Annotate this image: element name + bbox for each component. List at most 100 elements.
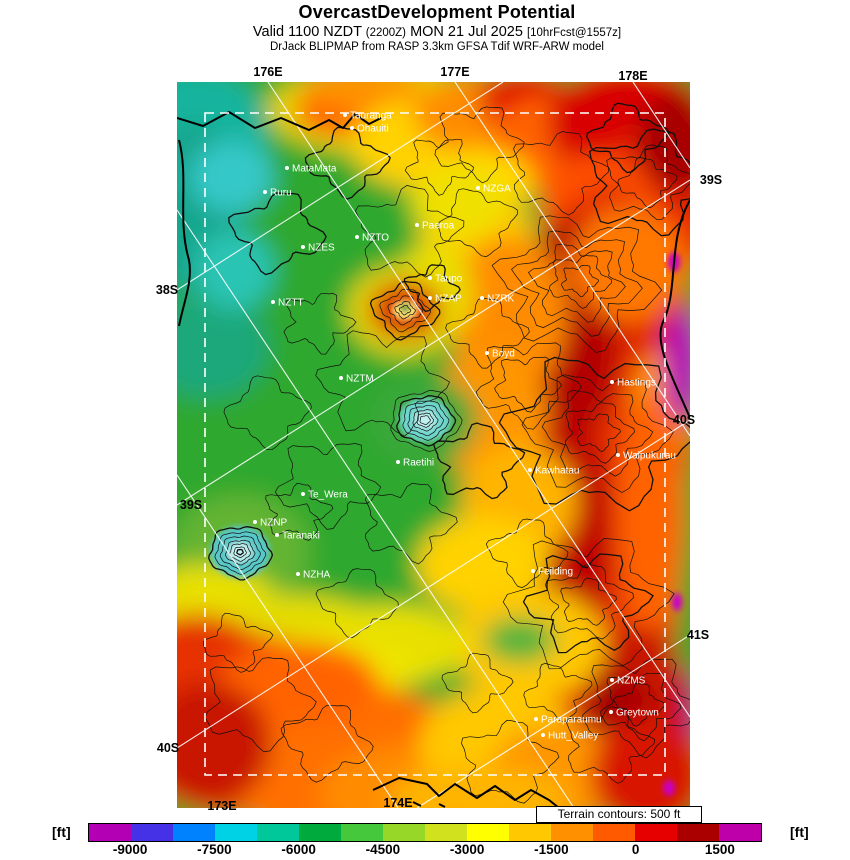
coastline — [177, 111, 690, 808]
colorbar-segment — [173, 824, 215, 841]
station-marker — [355, 235, 359, 239]
colorbar-segment — [551, 824, 593, 841]
station-label: NZHA — [303, 570, 331, 581]
station-label: Tauranga — [350, 111, 392, 122]
station-marker — [301, 492, 305, 496]
colorbar-segment — [425, 824, 467, 841]
station-label: Greytown — [616, 708, 659, 719]
station-label: NZAP — [435, 294, 462, 305]
station-marker — [275, 533, 279, 537]
colorbar-tick: -6000 — [281, 842, 316, 857]
colorbar-segment — [89, 824, 131, 841]
station-label: NZES — [308, 243, 335, 254]
station-marker — [296, 572, 300, 576]
station-label: Waipukurau — [623, 451, 676, 462]
station-label: MataMata — [292, 164, 337, 175]
station-label: NZNP — [260, 518, 288, 529]
colorbar-segment — [509, 824, 551, 841]
map-field — [177, 82, 690, 808]
axis-label-178E: 178E — [618, 69, 648, 83]
station-label: NZTT — [278, 298, 304, 309]
valid-prefix: Valid 1100 NZDT — [252, 24, 362, 40]
terrain-note: Terrain contours: 500 ft — [536, 806, 702, 823]
station-marker — [396, 460, 400, 464]
station-marker — [253, 520, 257, 524]
station-marker — [616, 453, 620, 457]
valid-time-line: Valid 1100 NZDT (2200Z) MON 21 Jul 2025 … — [24, 24, 850, 40]
station-label: Te_Wera — [308, 490, 348, 501]
station-marker — [541, 733, 545, 737]
colorbar-unit-right: [ft] — [790, 824, 809, 840]
station-marker — [485, 351, 489, 355]
station-marker — [339, 376, 343, 380]
station-marker — [476, 186, 480, 190]
station-label: Paeroa — [422, 221, 455, 232]
colorbar-tick: -3000 — [449, 842, 485, 857]
station-marker — [428, 276, 432, 280]
station-marker — [610, 678, 614, 682]
station-label: Paraparaumu — [541, 715, 602, 726]
axis-label-39S: 39S — [699, 173, 723, 187]
station-label: Ruru — [270, 188, 292, 199]
axis-label-176E: 176E — [253, 65, 283, 79]
model-domain-boundary — [204, 112, 666, 776]
station-label: NZTO — [362, 233, 389, 244]
station-marker — [428, 296, 432, 300]
colorbar-tick: 0 — [631, 842, 640, 857]
colorbar-segment — [257, 824, 299, 841]
axis-label-174E: 174E — [383, 796, 413, 810]
colorbar-segment — [341, 824, 383, 841]
colorbar-tick: -4500 — [365, 842, 401, 857]
axis-label-41S: 41S — [686, 628, 710, 642]
axis-label-177E: 177E — [440, 65, 470, 79]
station-label: Hutt_Valley — [548, 731, 598, 742]
station-label: NZGA — [483, 184, 511, 195]
station-marker — [343, 113, 347, 117]
station-label: Kawhatau — [535, 466, 579, 477]
colorbar — [88, 823, 762, 842]
colorbar-segment — [383, 824, 425, 841]
station-label: Feilding — [538, 567, 573, 578]
colorbar-segment — [131, 824, 173, 841]
colorbar-segment — [299, 824, 341, 841]
station-marker — [531, 569, 535, 573]
stations: Tauranga Ohauiti MataMata Ruru NZGA Paeroa NZT… — [253, 111, 676, 742]
terrain-contours — [202, 102, 690, 804]
colorbar-segment — [719, 824, 761, 841]
axis-label-39S: 39S — [179, 498, 203, 512]
station-marker — [609, 710, 613, 714]
page-title: OvercastDevelopment Potential — [298, 2, 576, 22]
colorbar-unit-left: [ft] — [52, 824, 71, 840]
station-marker — [350, 126, 354, 130]
header: OvercastDevelopment Potential Valid 1100… — [24, 2, 850, 53]
station-label: NZRK — [487, 294, 515, 305]
station-label: Raetihi — [403, 458, 434, 469]
station-label: Ohauiti — [357, 124, 389, 135]
station-marker — [480, 296, 484, 300]
station-marker — [610, 380, 614, 384]
valid-date: MON 21 Jul 2025 — [410, 24, 523, 40]
station-marker — [263, 190, 267, 194]
station-label: NZMS — [617, 676, 646, 687]
station-label: Taupo — [435, 274, 463, 285]
axis-label-173E: 173E — [207, 799, 237, 813]
forecast-map: Tauranga Ohauiti MataMata Ruru NZGA Paeroa NZT… — [177, 82, 690, 808]
latlon-grid — [177, 82, 690, 808]
colorbar-tick: 1500 — [704, 842, 735, 857]
station-marker — [534, 717, 538, 721]
forecast-note: [10hrFcst@1557z] — [526, 27, 622, 39]
axis-label-40S: 40S — [672, 413, 696, 427]
station-label: NZTM — [346, 374, 374, 385]
colorbar-segment — [677, 824, 719, 841]
station-label: Hastings — [617, 378, 656, 389]
colorbar-segment — [593, 824, 635, 841]
station-marker — [528, 468, 532, 472]
station-marker — [415, 223, 419, 227]
station-label: Taranaki — [282, 531, 320, 542]
valid-zulu: (2200Z) — [365, 27, 407, 39]
colorbar-tick: -9000 — [112, 842, 148, 857]
colorbar-segment — [467, 824, 509, 841]
model-line: DrJack BLIPMAP from RASP 3.3km GFSA Tdif… — [269, 41, 604, 53]
colorbar-segment — [635, 824, 677, 841]
